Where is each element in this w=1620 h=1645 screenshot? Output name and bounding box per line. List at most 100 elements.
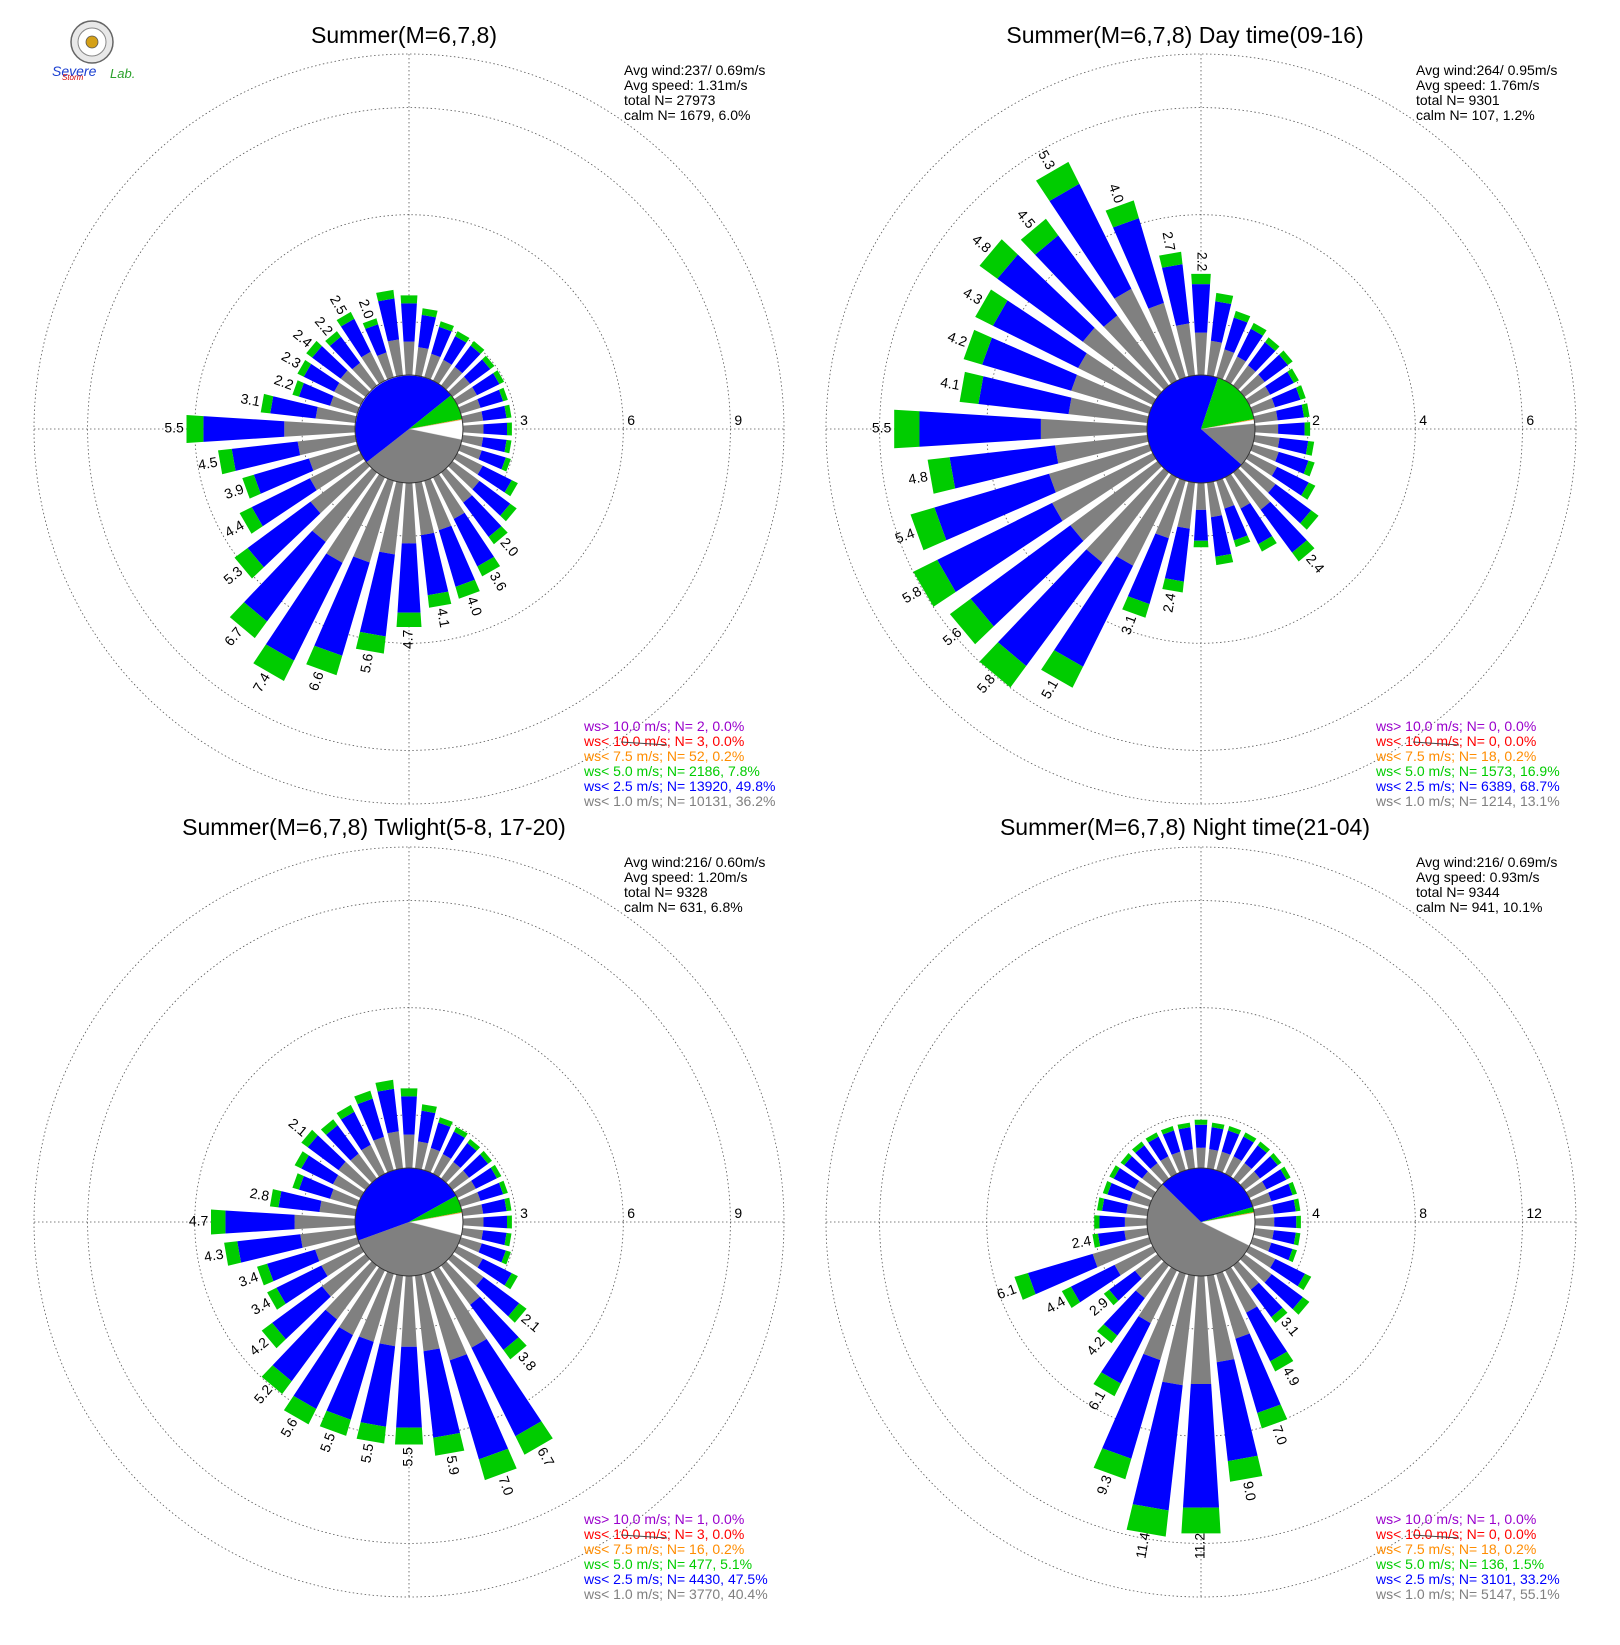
bar-segment-lt5 bbox=[1159, 251, 1183, 268]
bar-segment-lt1 bbox=[461, 411, 484, 423]
bar-segment-lt25 bbox=[1162, 264, 1190, 326]
bar-segment-lt25 bbox=[225, 1210, 295, 1234]
bar-segment-lt5 bbox=[1297, 1273, 1312, 1291]
bar-segment-lt5 bbox=[507, 1215, 512, 1229]
legend-entry-lt5: ws< 5.0 m/s; N= 136, 1.5% bbox=[1375, 1556, 1544, 1572]
bar-segment-lt25 bbox=[1233, 1136, 1254, 1161]
bar-segment-lt25 bbox=[481, 1230, 507, 1246]
bar-segment-lt5 bbox=[1132, 1141, 1145, 1153]
bar-segment-lt25 bbox=[1216, 1359, 1258, 1462]
bar-label: 4.4 bbox=[1043, 1293, 1068, 1317]
bar-label: 3.9 bbox=[222, 480, 246, 502]
bar-segment-lt1 bbox=[1082, 327, 1162, 397]
windrose-panel-2: 2 4 62.22.42.43.15.15.85.65.85.44.85.54.14… bbox=[825, 22, 1577, 809]
bar-segment-lt25 bbox=[303, 363, 340, 392]
legend-entry-lt25: ws< 2.5 m/s; N= 6389, 68.7% bbox=[1375, 778, 1560, 794]
legend-entry-gt10: ws> 10.0 m/s; N= 1, 0.0% bbox=[1375, 1511, 1536, 1527]
bar-segment-lt5 bbox=[253, 644, 294, 681]
bar-segment-lt5 bbox=[433, 1433, 465, 1456]
bar-label: 5.5 bbox=[400, 1447, 416, 1467]
bar-label: 4.1 bbox=[434, 607, 453, 629]
bar-label: 2.8 bbox=[249, 1185, 271, 1204]
bar-segment-lt25 bbox=[454, 345, 481, 374]
bar-segment-lt25 bbox=[244, 530, 326, 622]
bar-segment-lt1 bbox=[458, 399, 481, 414]
bar-segment-lt5 bbox=[1093, 1372, 1121, 1397]
bar-segment-lt5 bbox=[455, 331, 470, 343]
bar-segment-lt25 bbox=[1102, 1198, 1128, 1214]
bar-segment-lt5 bbox=[949, 598, 994, 645]
bar-segment-lt1 bbox=[1190, 1275, 1212, 1384]
bar-segment-lt5 bbox=[1102, 1181, 1112, 1195]
bar-segment-lt1 bbox=[1049, 444, 1152, 493]
bar-label: 4.7 bbox=[400, 629, 416, 649]
bar-segment-lt25 bbox=[360, 1343, 396, 1427]
windrose-panel-1: 3 6 92.03.64.04.14.75.66.67.46.75.34.43.94… bbox=[33, 22, 785, 809]
bar-segment-lt1 bbox=[1150, 1163, 1169, 1183]
bar-segment-lt5 bbox=[1233, 535, 1251, 548]
bar-segment-lt5 bbox=[1145, 1132, 1159, 1143]
bar-segment-lt1 bbox=[415, 347, 429, 377]
bar-segment-lt5 bbox=[504, 1273, 518, 1290]
bar-segment-lt1 bbox=[350, 1153, 377, 1183]
bar-segment-lt25 bbox=[293, 1327, 353, 1409]
bar-segment-lt5 bbox=[1103, 1289, 1119, 1306]
bar-label: 5.9 bbox=[444, 1454, 463, 1476]
bar-segment-lt1 bbox=[1126, 1204, 1149, 1216]
bar-segment-lt1 bbox=[379, 481, 403, 555]
bar-segment-lt1 bbox=[308, 444, 360, 471]
bar-label: 5.3 bbox=[1035, 147, 1059, 172]
bar-segment-lt1 bbox=[1216, 478, 1235, 509]
bar-segment-lt5 bbox=[963, 329, 992, 365]
bar-label: 7.0 bbox=[495, 1474, 517, 1498]
bar-segment-lt1 bbox=[1103, 315, 1169, 390]
bar-segment-lt25 bbox=[997, 254, 1095, 342]
panel-stat: calm N= 941, 10.1% bbox=[1416, 899, 1542, 915]
bar-segment-lt25 bbox=[1271, 387, 1301, 408]
bar-segment-lt25 bbox=[272, 1286, 331, 1340]
bar-segment-lt1 bbox=[1194, 332, 1208, 376]
bar-segment-lt5 bbox=[395, 1427, 423, 1445]
bar-segment-lt1 bbox=[401, 1275, 417, 1347]
bar-segment-lt25 bbox=[937, 502, 1063, 592]
bar-segment-lt5 bbox=[1215, 554, 1234, 566]
bar-segment-lt5 bbox=[1097, 1324, 1118, 1344]
bar-segment-lt5 bbox=[1160, 1126, 1174, 1135]
bar-segment-lt1 bbox=[1160, 1156, 1177, 1177]
ring-label: 2 bbox=[1312, 412, 1320, 428]
bar-segment-lt5 bbox=[493, 370, 505, 385]
bar-segment-lt25 bbox=[1246, 1306, 1288, 1362]
panel-stat: Avg speed: 1.76m/s bbox=[1416, 77, 1539, 93]
bar-segment-lt25 bbox=[919, 411, 1041, 447]
panel-title: Summer(M=6,7,8) bbox=[311, 22, 497, 48]
bar-segment-lt25 bbox=[418, 314, 436, 349]
bar-segment-lt1 bbox=[1233, 365, 1256, 390]
bar-segment-lt5 bbox=[504, 1232, 512, 1247]
bar-segment-lt1 bbox=[441, 1161, 461, 1183]
bar-segment-lt5 bbox=[1293, 1232, 1301, 1246]
bar-segment-lt1 bbox=[433, 1267, 487, 1348]
bar-segment-lt5 bbox=[1177, 1122, 1191, 1130]
pie-outline bbox=[1146, 374, 1256, 484]
bar-segment-lt1 bbox=[294, 1214, 356, 1230]
bar-segment-lt25 bbox=[298, 383, 334, 406]
bar-segment-lt25 bbox=[396, 1346, 422, 1428]
bar-segment-lt25 bbox=[1178, 1127, 1193, 1151]
legend-entry-lt10: ws< 10.0 m/s; N= 3, 0.0% bbox=[583, 733, 744, 749]
bar-segment-lt1 bbox=[334, 382, 364, 405]
panel-stat: Avg wind:216/ 0.69m/s bbox=[1416, 854, 1557, 870]
bar-segment-lt5 bbox=[504, 404, 512, 419]
pie-slice-lt1 bbox=[358, 1222, 462, 1276]
bar-segment-lt1 bbox=[448, 1170, 470, 1190]
bar-segment-lt25 bbox=[1070, 1264, 1121, 1303]
bar-label: 7.4 bbox=[249, 670, 273, 695]
bar-segment-lt1 bbox=[284, 421, 356, 437]
bar-label: 5.1 bbox=[1038, 676, 1062, 701]
bar-segment-lt1 bbox=[454, 1180, 476, 1198]
ring-label: 6 bbox=[627, 412, 635, 428]
bar-segment-lt5 bbox=[1036, 161, 1080, 201]
bar-segment-lt25 bbox=[472, 480, 511, 516]
bar-segment-lt25 bbox=[1254, 1156, 1278, 1179]
bar-label: 2.1 bbox=[518, 1310, 543, 1335]
bar-segment-lt5 bbox=[375, 1079, 394, 1092]
